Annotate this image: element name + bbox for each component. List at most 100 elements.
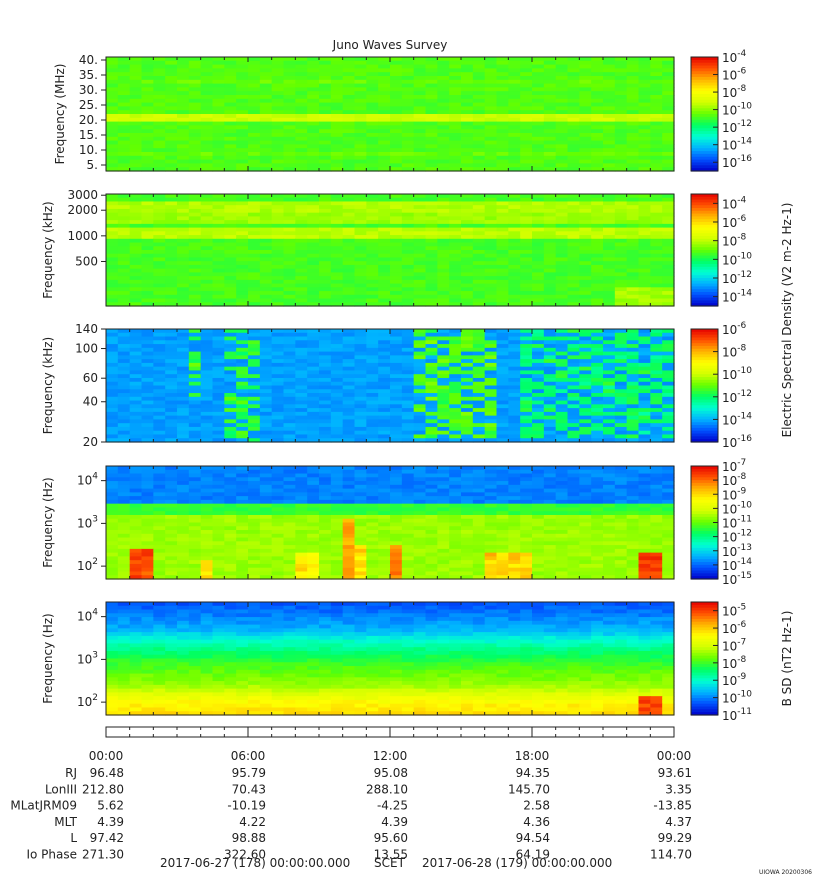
heatmap-cell: [354, 106, 367, 111]
heatmap-cell: [603, 148, 616, 153]
heatmap-cell: [319, 250, 332, 255]
heatmap-cell: [248, 279, 261, 285]
heatmap-cell: [484, 121, 498, 126]
heatmap-cell: [342, 152, 356, 157]
heatmap-cell: [449, 167, 462, 172]
heatmap-cell: [496, 438, 509, 443]
heatmap-cell: [638, 197, 651, 203]
heatmap-cell: [177, 136, 190, 142]
heatmap-cell: [224, 332, 237, 338]
heatmap-cell: [295, 148, 308, 153]
heatmap-cell: [342, 79, 356, 85]
heatmap-cell: [153, 235, 166, 240]
heatmap-cell: [271, 246, 285, 251]
heatmap-cell: [579, 83, 592, 88]
colorbar-tick-label: 10-6: [722, 214, 747, 230]
colorbar-swatch: [691, 345, 718, 350]
heatmap-cell: [342, 268, 356, 273]
heatmap-cell: [165, 377, 178, 383]
heatmap-cell: [520, 351, 533, 356]
heatmap-cell: [295, 220, 308, 225]
heatmap-cell: [567, 194, 580, 199]
colorbar-swatch: [691, 331, 718, 336]
heatmap-cell: [579, 359, 592, 364]
heatmap-cell: [271, 268, 285, 273]
heatmap-cell: [259, 144, 273, 149]
heatmap-cell: [626, 377, 640, 383]
heatmap-cell: [141, 102, 154, 107]
heatmap-cell: [437, 68, 450, 73]
heatmap-cell: [413, 336, 427, 341]
heatmap-cell: [390, 220, 403, 225]
heatmap-cell: [106, 144, 119, 149]
heatmap-cell: [307, 102, 320, 107]
heatmap-cell: [461, 60, 474, 66]
heatmap-cell: [117, 481, 131, 486]
heatmap-cell: [271, 400, 285, 405]
heatmap-cell: [413, 136, 427, 142]
heatmap-cell: [614, 329, 628, 334]
heatmap-cell: [188, 121, 202, 126]
heatmap-cell: [390, 167, 403, 172]
heatmap-cell: [461, 268, 474, 273]
heatmap-cell: [662, 140, 675, 145]
heatmap-cell: [449, 332, 462, 338]
heatmap-cell: [366, 408, 379, 413]
heatmap-cell: [330, 163, 344, 168]
heatmap-cell: [449, 136, 462, 142]
heatmap-cell: [591, 114, 604, 119]
heatmap-cell: [106, 389, 119, 394]
heatmap-cell: [319, 212, 332, 217]
heatmap-cell: [508, 208, 521, 214]
heatmap-cell: [366, 197, 379, 203]
heatmap-cell: [200, 366, 214, 372]
heatmap-cell: [650, 253, 663, 259]
y-tick-label: 5.: [87, 158, 98, 172]
heatmap-cell: [319, 238, 332, 244]
heatmap-cell: [449, 117, 462, 123]
heatmap-cell: [579, 302, 592, 307]
heatmap-cell: [248, 332, 261, 338]
heatmap-cell: [236, 287, 249, 292]
heatmap-cell: [165, 102, 178, 107]
heatmap-cell: [603, 155, 616, 161]
heatmap-cell: [638, 283, 651, 288]
heatmap-cell: [532, 261, 545, 266]
heatmap-cell: [626, 298, 640, 303]
heatmap-cell: [532, 329, 545, 334]
heatmap-cell: [165, 347, 178, 353]
heatmap-cell: [662, 205, 675, 210]
heatmap-cell: [390, 121, 403, 126]
heatmap-cell: [614, 268, 628, 273]
heatmap-cell: [401, 167, 415, 172]
heatmap-cell: [508, 362, 521, 368]
heatmap-cell: [378, 268, 391, 273]
heatmap-cell: [295, 381, 308, 387]
heatmap-cell: [271, 408, 285, 413]
heatmap-cell: [591, 98, 604, 104]
heatmap-cell: [153, 102, 166, 107]
heatmap-cell: [307, 76, 320, 81]
heatmap-cell: [295, 238, 308, 244]
heatmap-cell: [520, 148, 533, 153]
heatmap-cell: [307, 155, 320, 161]
heatmap-cell: [532, 287, 545, 292]
heatmap-cell: [129, 302, 143, 307]
heatmap-cell: [449, 362, 462, 368]
heatmap-cell: [614, 144, 628, 149]
heatmap-cell: [307, 302, 320, 307]
heatmap-cell: [354, 393, 367, 398]
heatmap-cell: [555, 159, 569, 164]
heatmap-cell: [354, 466, 367, 471]
heatmap-cell: [425, 253, 438, 259]
heatmap-cell: [354, 242, 367, 247]
heatmap-cell: [555, 283, 569, 288]
heatmap-cell: [224, 347, 237, 353]
heatmap-cell: [188, 426, 202, 432]
heatmap-cell: [330, 152, 344, 157]
heatmap-cell: [117, 381, 131, 387]
heatmap-cell: [354, 79, 367, 85]
heatmap-cell: [188, 268, 202, 273]
heatmap-cell: [650, 389, 663, 394]
